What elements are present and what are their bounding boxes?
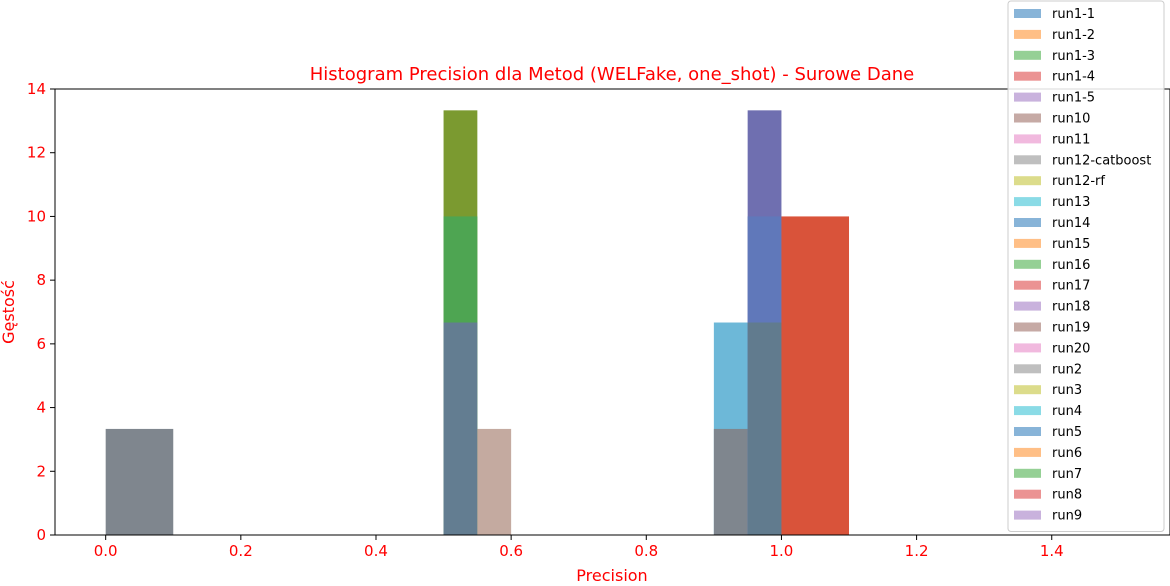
x-tick-label-1: 0.2 <box>229 542 253 560</box>
legend-swatch-6 <box>1014 134 1041 144</box>
legend: run1-1 run1-2 run1-3 run1-4 run1-5 run10 run11… <box>1007 0 1165 532</box>
legend-swatch-22 <box>1014 468 1041 478</box>
legend-entry-4: run1-5 <box>1052 91 1095 106</box>
legend-entry-11: run15 <box>1052 237 1090 252</box>
legend-swatch-11 <box>1014 238 1041 248</box>
x-tick-label-0: 0.0 <box>94 542 118 560</box>
plot-frame <box>54 88 1170 536</box>
legend-swatch-13 <box>1014 280 1041 290</box>
legend-entry-22: run7 <box>1052 467 1082 482</box>
y-tick-label-3: 6 <box>36 335 46 353</box>
bars-group <box>105 110 850 535</box>
legend-swatch-17 <box>1014 364 1041 374</box>
x-tick-label-7: 1.4 <box>1040 542 1064 560</box>
legend-swatch-0 <box>1014 9 1041 18</box>
x-axis-label: Precision <box>576 566 647 585</box>
legend-swatch-23 <box>1014 489 1041 499</box>
legend-entry-17: run2 <box>1052 362 1082 377</box>
legend-swatch-5 <box>1014 113 1041 123</box>
chart-title: Histogram Precision dla Metod (WELFake, … <box>310 64 914 85</box>
legend-swatch-4 <box>1014 92 1041 102</box>
histogram-bar-10 <box>781 216 850 535</box>
legend-entry-19: run4 <box>1052 404 1082 419</box>
legend-swatch-3 <box>1014 71 1041 81</box>
y-tick-label-6: 12 <box>27 144 46 162</box>
legend-swatch-12 <box>1014 259 1041 269</box>
legend-swatch-7 <box>1014 155 1041 165</box>
x-tick-label-5: 1.0 <box>770 542 794 560</box>
legend-entry-16: run20 <box>1052 341 1090 356</box>
legend-entry-5: run10 <box>1052 112 1090 127</box>
histogram-bar-4 <box>477 428 512 535</box>
legend-entry-14: run18 <box>1052 300 1090 315</box>
legend-swatch-15 <box>1014 322 1041 332</box>
legend-swatch-21 <box>1014 447 1041 457</box>
legend-entry-18: run3 <box>1052 383 1082 398</box>
legend-swatch-18 <box>1014 385 1041 395</box>
legend-swatch-14 <box>1014 301 1041 311</box>
legend-entry-10: run14 <box>1052 216 1090 231</box>
legend-entry-8: run12-rf <box>1052 174 1105 189</box>
legend-entry-23: run8 <box>1052 488 1082 503</box>
histogram-bar-6 <box>713 428 748 535</box>
y-tick-label-7: 14 <box>27 80 46 98</box>
y-axis: 0 2 4 6 8 10 12 14 <box>27 80 55 544</box>
legend-entry-6: run11 <box>1052 132 1090 147</box>
y-tick-label-5: 10 <box>27 207 46 225</box>
legend-entry-9: run13 <box>1052 195 1090 210</box>
histogram-bar-0 <box>105 428 174 535</box>
x-tick-label-3: 0.6 <box>499 542 523 560</box>
legend-swatch-20 <box>1014 427 1041 436</box>
legend-entry-2: run1-3 <box>1052 49 1095 64</box>
y-axis-label: Gęstość <box>0 280 18 344</box>
x-axis: 0.0 0.2 0.4 0.6 0.8 1.0 1.2 1.4 <box>94 535 1064 560</box>
legend-box <box>1007 0 1165 532</box>
y-tick-label-2: 4 <box>36 399 46 417</box>
legend-swatch-10 <box>1014 218 1041 227</box>
legend-entry-13: run17 <box>1052 279 1090 294</box>
legend-entry-3: run1-4 <box>1052 70 1095 85</box>
legend-entry-20: run5 <box>1052 425 1082 440</box>
legend-entry-1: run1-2 <box>1052 28 1095 43</box>
y-tick-label-4: 8 <box>36 271 46 289</box>
legend-swatch-24 <box>1014 510 1041 520</box>
legend-entry-7: run12-catboost <box>1052 153 1151 168</box>
legend-swatch-2 <box>1014 50 1041 60</box>
legend-entry-12: run16 <box>1052 258 1090 273</box>
y-tick-label-1: 2 <box>36 462 46 480</box>
legend-entry-21: run6 <box>1052 446 1082 461</box>
x-tick-label-4: 0.8 <box>634 542 658 560</box>
legend-swatch-19 <box>1014 406 1041 416</box>
y-tick-label-0: 0 <box>36 526 46 544</box>
legend-entry-24: run9 <box>1052 509 1082 524</box>
histogram-bar-9 <box>747 322 782 535</box>
legend-swatch-8 <box>1014 176 1041 186</box>
legend-entry-0: run1-1 <box>1052 7 1095 22</box>
legend-swatch-9 <box>1014 197 1041 207</box>
legend-swatch-16 <box>1014 343 1041 353</box>
x-tick-label-6: 1.2 <box>905 542 929 560</box>
legend-entry-15: run19 <box>1052 321 1090 336</box>
x-tick-label-2: 0.4 <box>364 542 388 560</box>
legend-swatch-1 <box>1014 29 1041 39</box>
histogram-bar-3 <box>443 322 478 535</box>
